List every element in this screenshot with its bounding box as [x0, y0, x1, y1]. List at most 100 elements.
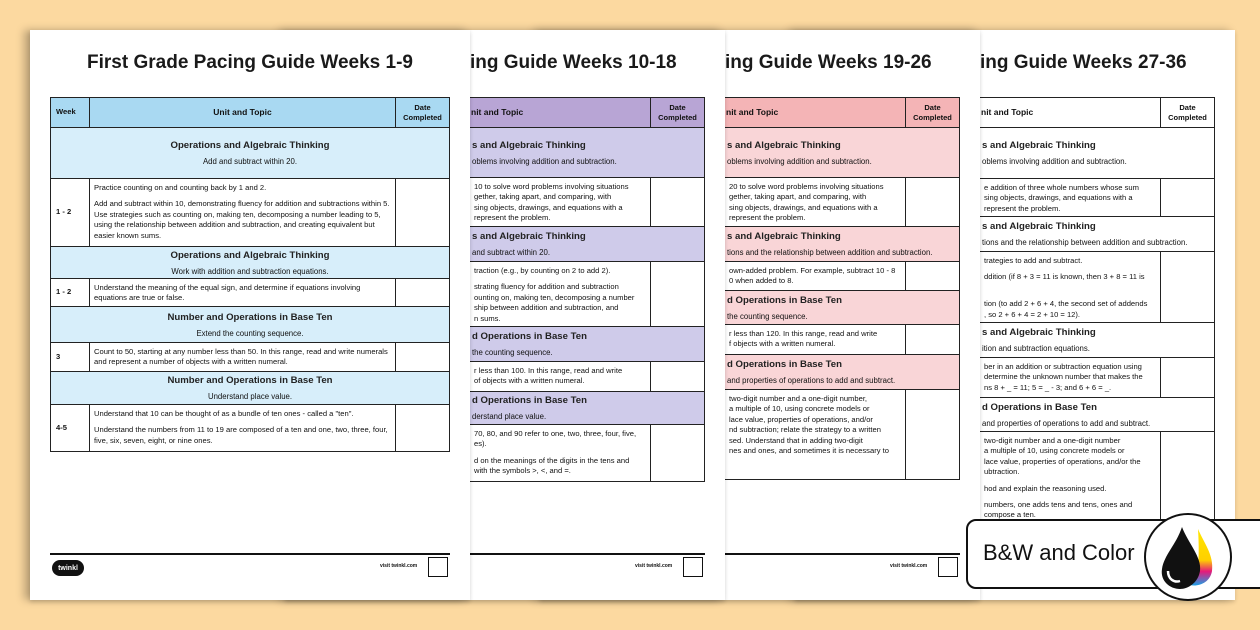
table-row: 10 to solve word problems involving situ…: [306, 177, 704, 226]
section-subheading: oblems involving addition and subtractio…: [982, 157, 1127, 166]
header-topic: nit and Topic: [600, 98, 906, 127]
topic-text: own-added problem. For example, subtract…: [729, 266, 896, 286]
section-subheading: oblems involving addition and subtractio…: [727, 156, 872, 166]
topic-cell: own-added problem. For example, subtract…: [600, 262, 906, 290]
date-completed-cell[interactable]: [651, 178, 704, 226]
section-heading: d Operations in Base Ten: [727, 294, 842, 306]
date-completed-cell[interactable]: [1161, 432, 1214, 523]
section-heading: s and Algebraic Thinking: [982, 140, 1096, 151]
header-date: Date Completed: [913, 103, 952, 122]
section-subheading: the counting sequence.: [472, 348, 553, 357]
section-subheading: and properties of operations to add and …: [982, 418, 1151, 428]
topic-cell: 10 to solve word problems involving situ…: [345, 178, 651, 226]
table-row: 3 Count to 50, starting at any number le…: [51, 342, 449, 371]
table-row: traction (e.g., by counting on 2 to add …: [306, 261, 704, 326]
table-row: e addition of three whole numbers whose …: [816, 178, 1214, 216]
topic-cell: ber in an addition or subtraction equati…: [855, 358, 1161, 397]
topic-text: strating fluency for addition and subtra…: [474, 282, 635, 323]
date-completed-cell[interactable]: [396, 179, 449, 246]
header-week: Week: [51, 98, 90, 127]
section-heading: d Operations in Base Ten: [982, 401, 1097, 413]
topic-text: 70, 80, and 90 refer to one, two, three,…: [474, 429, 637, 449]
topic-text: Understand that 10 can be thought of as …: [94, 409, 354, 418]
pacing-guide-page: First Grade Pacing Guide Weeks 1-9 Week …: [30, 30, 470, 600]
topic-text: two-digit number and a one-digit number,…: [729, 394, 889, 456]
topic-text: e addition of three whole numbers whose …: [984, 183, 1139, 213]
topic-text: hod and explain the reasoning used.: [984, 483, 1107, 493]
topic-cell: two-digit number and a one-digit number …: [855, 432, 1161, 523]
date-completed-cell[interactable]: [396, 279, 449, 306]
section-heading: s and Algebraic Thinking: [727, 231, 841, 242]
section-heading: Number and Operations in Base Ten: [167, 311, 333, 323]
topic-text: r less than 100. In this range, read and…: [474, 366, 623, 386]
pacing-table: Week Unit and Topic Date Completed Opera…: [50, 97, 450, 452]
section-row: Operations and Algebraic Thinking Work w…: [51, 246, 449, 278]
date-completed-cell[interactable]: [906, 325, 959, 354]
topic-text: trategies to add and subtract.: [984, 256, 1083, 265]
page-title: First Grade Pacing Guide Weeks 1-9: [87, 52, 413, 73]
week-cell: 3: [51, 343, 90, 371]
section-heading: d Operations in Base Ten: [727, 359, 842, 370]
date-completed-cell[interactable]: [906, 178, 959, 226]
date-completed-cell[interactable]: [396, 343, 449, 371]
header-topic: nit and Topic: [855, 98, 1161, 127]
topic-text: 10 to solve word problems involving situ…: [474, 182, 629, 223]
page-title: ing Guide Weeks 10-18: [470, 52, 677, 73]
topic-cell: 20 to solve word problems involving situ…: [600, 178, 906, 226]
badge-label: B&W and Color: [983, 540, 1135, 565]
section-subheading: the counting sequence.: [727, 311, 808, 321]
section-heading: d Operations in Base Ten: [472, 395, 587, 406]
topic-text: r less than 120. In this range, read and…: [729, 329, 878, 349]
table-row: 70, 80, and 90 refer to one, two, three,…: [306, 424, 704, 481]
topic-text: Count to 50, starting at any number less…: [94, 347, 388, 367]
topic-cell: e addition of three whole numbers whose …: [855, 179, 1161, 216]
section-subheading: derstand place value.: [472, 412, 547, 421]
topic-text: Add and subtract within 10, demonstratin…: [94, 199, 390, 240]
table-header: Week Unit and Topic Date Completed: [51, 98, 449, 127]
page-title: ing Guide Weeks 27-36: [980, 52, 1187, 73]
date-completed-cell[interactable]: [906, 262, 959, 290]
topic-cell: traction (e.g., by counting on 2 to add …: [345, 262, 651, 326]
section-heading: d Operations in Base Ten: [472, 331, 587, 342]
date-completed-cell[interactable]: [906, 390, 959, 479]
section-subheading: ition and subtraction equations.: [982, 344, 1090, 353]
header-date: Date Completed: [658, 103, 697, 122]
quality-stamp-icon: [938, 557, 958, 577]
topic-cell: Count to 50, starting at any number less…: [90, 343, 396, 371]
section-heading: Operations and Algebraic Thinking: [170, 140, 330, 151]
topic-text: Practice counting on and counting back b…: [94, 183, 267, 192]
date-completed-cell[interactable]: [651, 262, 704, 326]
section-subheading: and properties of operations to add and …: [727, 376, 896, 385]
section-heading: Number and Operations in Base Ten: [167, 375, 333, 386]
section-heading: s and Algebraic Thinking: [472, 139, 586, 151]
date-completed-cell[interactable]: [651, 362, 704, 391]
date-completed-cell[interactable]: [1161, 358, 1214, 397]
section-subheading: oblems involving addition and subtractio…: [472, 156, 617, 166]
topic-text: traction (e.g., by counting on 2 to add …: [474, 266, 611, 275]
footer-divider: [560, 553, 960, 555]
date-completed-cell[interactable]: [396, 405, 449, 451]
footer-divider: [305, 553, 705, 555]
date-completed-cell[interactable]: [1161, 252, 1214, 322]
section-row: Number and Operations in Base Ten Extend…: [51, 306, 449, 342]
footer-visit-text: visit twinkl.com: [890, 563, 928, 569]
topic-cell: Understand that 10 can be thought of as …: [90, 405, 396, 451]
table-row: two-digit number and a one-digit number …: [816, 431, 1214, 523]
header-topic: Unit and Topic: [90, 98, 396, 127]
topic-cell: two-digit number and a one-digit number,…: [600, 390, 906, 479]
topic-text: d on the meanings of the digits in the t…: [474, 455, 630, 476]
section-row: Operations and Algebraic Thinking Add an…: [51, 127, 449, 178]
topic-cell: r less than 120. In this range, read and…: [600, 325, 906, 354]
header-date: Date Completed: [1168, 103, 1207, 122]
topic-text: ddition (if 8 + 3 = 11 is known, then 3 …: [984, 272, 1145, 282]
section-subheading: Work with addition and subtraction equat…: [171, 266, 329, 276]
topic-cell: r less than 100. In this range, read and…: [345, 362, 651, 391]
table-row: own-added problem. For example, subtract…: [561, 261, 959, 290]
table-row: r less than 100. In this range, read and…: [306, 361, 704, 391]
section-subheading: Understand place value.: [207, 392, 293, 401]
topic-text: numbers, one adds tens and tens, ones an…: [984, 500, 1133, 520]
date-completed-cell[interactable]: [651, 425, 704, 481]
topic-cell: 70, 80, and 90 refer to one, two, three,…: [345, 425, 651, 481]
topic-cell: Practice counting on and counting back b…: [90, 179, 396, 246]
date-completed-cell[interactable]: [1161, 179, 1214, 216]
